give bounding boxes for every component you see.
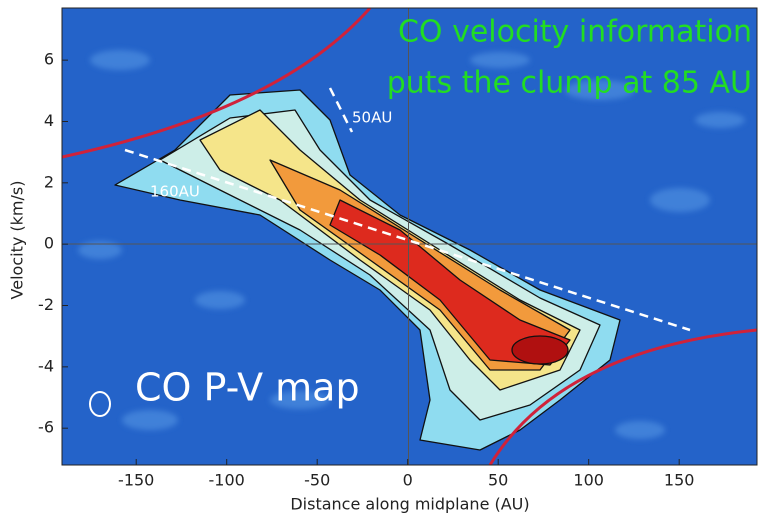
annotation: CO P-V map [135,366,360,410]
noise [78,50,745,439]
y-tick-label: 0 [44,234,54,253]
annotation: 50AU [352,109,392,127]
x-tick-label: -150 [118,471,154,490]
y-tick-label: 2 [44,172,54,191]
plot-area [62,8,757,465]
emission [89,89,621,451]
x-tick-label: 150 [664,471,695,490]
annotation: puts the clump at 85 AU [387,66,752,101]
annotation: 160AU [150,183,200,201]
kepler-curve [62,8,372,159]
kepler-curve [488,328,757,465]
y-axis-label: Velocity (km/s) [8,181,27,300]
x-tick-label: -50 [304,471,330,490]
y-tick-label: -2 [38,295,54,314]
annotation: CO velocity information [398,15,752,50]
y-tick-label: -6 [38,418,54,437]
y-tick-label: 4 [44,111,54,130]
x-tick-label: 100 [573,471,604,490]
x-tick-label: 50 [488,471,508,490]
x-tick-label: -100 [209,471,245,490]
dashed-line [124,148,691,332]
y-tick-label: 6 [44,50,54,69]
x-axis-label: Distance along midplane (AU) [290,495,529,514]
x-tick-label: 0 [403,471,413,490]
frame [61,7,758,466]
y-tick-label: -4 [38,356,54,375]
dashed-line [328,87,354,133]
